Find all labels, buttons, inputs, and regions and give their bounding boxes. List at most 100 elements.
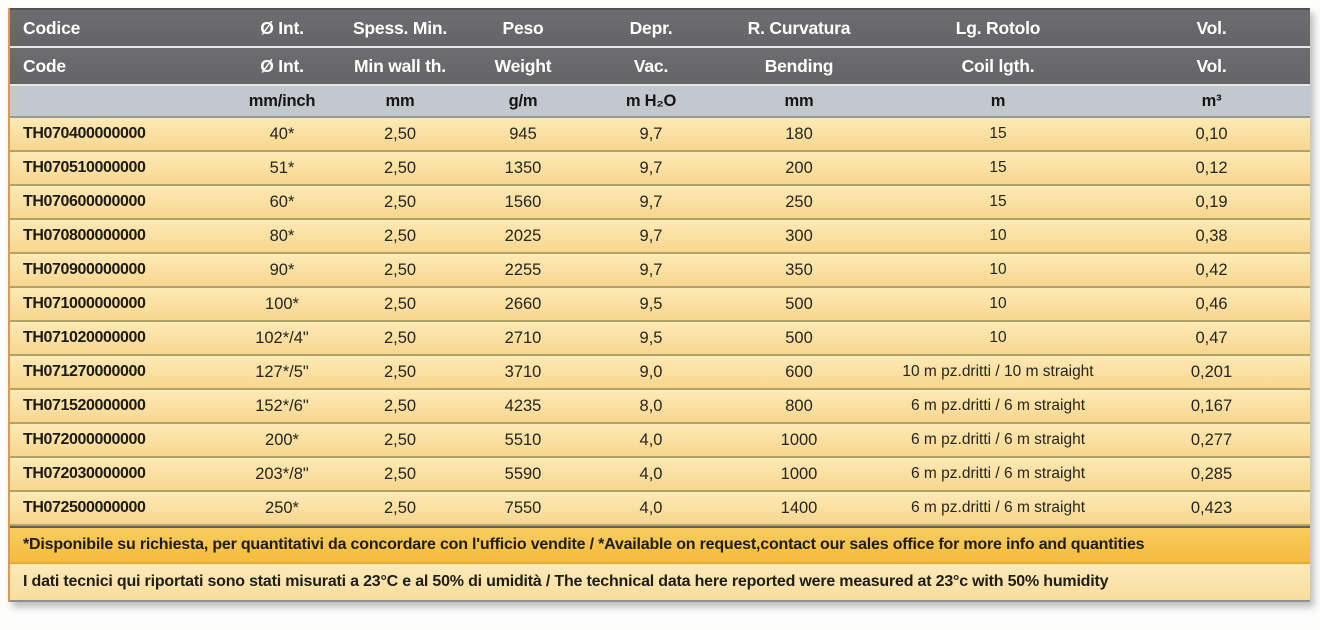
cell-bending: 1000: [780, 464, 818, 483]
cell-weight: 5510: [504, 430, 542, 449]
cell-coil: 6 m pz.dritti / 6 m straight: [911, 431, 1085, 448]
col-header-rotolo: Lg. Rotolo: [955, 17, 1041, 38]
cell-wall: 2,50: [383, 396, 417, 415]
cell-wall: 2,50: [383, 226, 417, 245]
col-header-weight: Weight: [494, 55, 552, 76]
col-header-code: Code: [23, 55, 66, 76]
cell-diameter: 203*/8": [255, 464, 309, 483]
cell-bending: 500: [785, 328, 813, 347]
col-header-volume: Vol.: [1196, 17, 1227, 38]
cell-weight: 945: [509, 124, 537, 143]
cell-bending: 180: [785, 124, 813, 143]
cell-volume: 0,19: [1195, 192, 1228, 211]
col-header-peso: Peso: [502, 17, 544, 38]
cell-bending: 300: [785, 226, 813, 245]
cell-weight: 1350: [504, 158, 542, 177]
unit-mm: mm: [385, 91, 415, 110]
cell-diameter: 200*: [265, 430, 299, 449]
cell-wall: 2,50: [383, 192, 417, 211]
cell-coil: 6 m pz.dritti / 6 m straight: [911, 397, 1085, 414]
cell-diameter: 102*/4": [255, 328, 309, 347]
cell-wall: 2,50: [383, 294, 417, 313]
table-row: TH071270000000 127*/5" 2,50 3710 9,0 600…: [10, 356, 1310, 390]
cell-wall: 2,50: [383, 328, 417, 347]
cell-diameter: 40*: [269, 124, 295, 143]
table-body: TH070400000000 40* 2,50 945 9,7 180 15 0…: [10, 118, 1310, 526]
spec-table: Codice Ø Int. Spess. Min. Peso Depr. R. …: [8, 8, 1310, 602]
cell-wall: 2,50: [383, 158, 417, 177]
cell-vacuum: 8,0: [639, 396, 663, 415]
cell-code: TH070510000000: [23, 159, 146, 176]
cell-vacuum: 4,0: [639, 430, 663, 449]
col-header-bending: Bending: [764, 55, 834, 76]
cell-coil: 15: [989, 159, 1007, 176]
col-header-vacuum: Vac.: [633, 55, 669, 76]
cell-code: TH070600000000: [23, 193, 146, 210]
cell-bending: 350: [785, 260, 813, 279]
table-row: TH070510000000 51* 2,50 1350 9,7 200 15 …: [10, 152, 1310, 186]
cell-volume: 0,42: [1195, 260, 1228, 279]
note-conditions: I dati tecnici qui riportati sono stati …: [10, 564, 1310, 602]
cell-coil: 15: [989, 193, 1007, 210]
cell-wall: 2,50: [383, 498, 417, 517]
table-row: TH070900000000 90* 2,50 2255 9,7 350 10 …: [10, 254, 1310, 288]
cell-vacuum: 9,7: [639, 226, 663, 245]
cell-coil: 10: [989, 261, 1007, 278]
cell-weight: 2660: [504, 294, 542, 313]
cell-diameter: 51*: [269, 158, 295, 177]
cell-diameter: 60*: [269, 192, 295, 211]
cell-coil: 6 m pz.dritti / 6 m straight: [911, 499, 1085, 516]
cell-vacuum: 9,5: [639, 294, 663, 313]
cell-vacuum: 9,0: [639, 362, 663, 381]
cell-volume: 0,47: [1195, 328, 1228, 347]
cell-volume: 0,277: [1190, 430, 1233, 449]
cell-bending: 500: [785, 294, 813, 313]
col-header-codice: Codice: [23, 17, 81, 38]
cell-diameter: 250*: [265, 498, 299, 517]
cell-diameter: 80*: [269, 226, 295, 245]
cell-volume: 0,12: [1195, 158, 1228, 177]
cell-wall: 2,50: [383, 124, 417, 143]
cell-vacuum: 9,7: [639, 158, 663, 177]
cell-volume: 0,46: [1195, 294, 1228, 313]
cell-wall: 2,50: [383, 430, 417, 449]
cell-vacuum: 9,5: [639, 328, 663, 347]
header-row-units: mm/inch mm g/m m H₂O mm m m³: [10, 86, 1310, 118]
table-row: TH070400000000 40* 2,50 945 9,7 180 15 0…: [10, 118, 1310, 152]
cell-code: TH071520000000: [23, 397, 146, 414]
cell-vacuum: 9,7: [639, 260, 663, 279]
cell-weight: 2255: [504, 260, 542, 279]
cell-code: TH070400000000: [23, 125, 146, 142]
cell-bending: 250: [785, 192, 813, 211]
cell-coil: 10: [989, 329, 1007, 346]
cell-code: TH072000000000: [23, 431, 146, 448]
table-row: TH072500000000 250* 2,50 7550 4,0 1400 6…: [10, 492, 1310, 526]
col-header-wall: Min wall th.: [354, 55, 446, 76]
col-header-int-dia: Ø Int.: [260, 55, 304, 76]
cell-weight: 3710: [504, 362, 542, 381]
cell-wall: 2,50: [383, 464, 417, 483]
col-header-curvatura: R. Curvatura: [747, 17, 851, 38]
unit-mm-inch: mm/inch: [248, 91, 316, 110]
cell-weight: 2710: [504, 328, 542, 347]
cell-bending: 800: [785, 396, 813, 415]
col-header-diametro: Ø Int.: [260, 17, 304, 38]
cell-weight: 2025: [504, 226, 542, 245]
header-row-english: Code Ø Int. Min wall th. Weight Vac. Ben…: [10, 48, 1310, 86]
cell-weight: 7550: [504, 498, 542, 517]
cell-volume: 0,423: [1190, 498, 1233, 517]
unit-gm: g/m: [508, 91, 538, 110]
table-row: TH071520000000 152*/6" 2,50 4235 8,0 800…: [10, 390, 1310, 424]
table-row: TH072030000000 203*/8" 2,50 5590 4,0 100…: [10, 458, 1310, 492]
cell-code: TH072500000000: [23, 499, 146, 516]
col-header-spessore: Spess. Min.: [352, 17, 448, 38]
cell-code: TH072030000000: [23, 465, 146, 482]
cell-vacuum: 4,0: [639, 464, 663, 483]
table-row: TH071000000000 100* 2,50 2660 9,5 500 10…: [10, 288, 1310, 322]
header-row-italian: Codice Ø Int. Spess. Min. Peso Depr. R. …: [10, 8, 1310, 48]
cell-vacuum: 9,7: [639, 124, 663, 143]
col-header-coil: Coil lgth.: [961, 55, 1035, 76]
cell-weight: 5590: [504, 464, 542, 483]
cell-code: TH071000000000: [23, 295, 146, 312]
cell-volume: 0,285: [1190, 464, 1233, 483]
